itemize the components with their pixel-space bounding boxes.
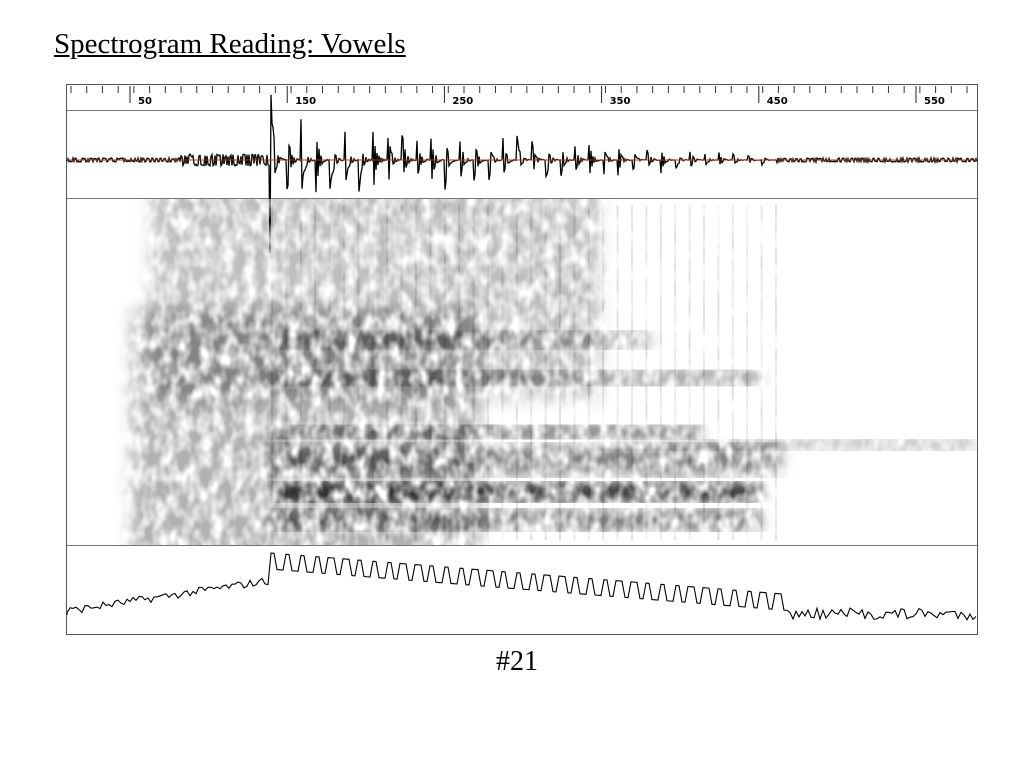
time-ruler: 50 150 250 350 450 550 [70,86,968,107]
envelope-trace [66,552,977,621]
spectrogram [67,199,977,545]
ruler-label: 550 [924,96,945,107]
spectrogram-figure: 50 150 250 350 450 550 [66,84,978,635]
energy-envelope [66,552,977,621]
ruler-label: 150 [295,96,316,107]
noise-texture [67,199,977,545]
ruler-label: 50 [138,96,152,107]
ruler-label: 450 [767,96,788,107]
waveform-trace [66,94,978,253]
slide-number: #21 [496,646,538,677]
waveform [66,94,978,253]
ruler-label: 250 [452,96,473,107]
slide-title: Spectrogram Reading: Vowels [54,28,406,60]
ruler-label: 350 [610,96,631,107]
